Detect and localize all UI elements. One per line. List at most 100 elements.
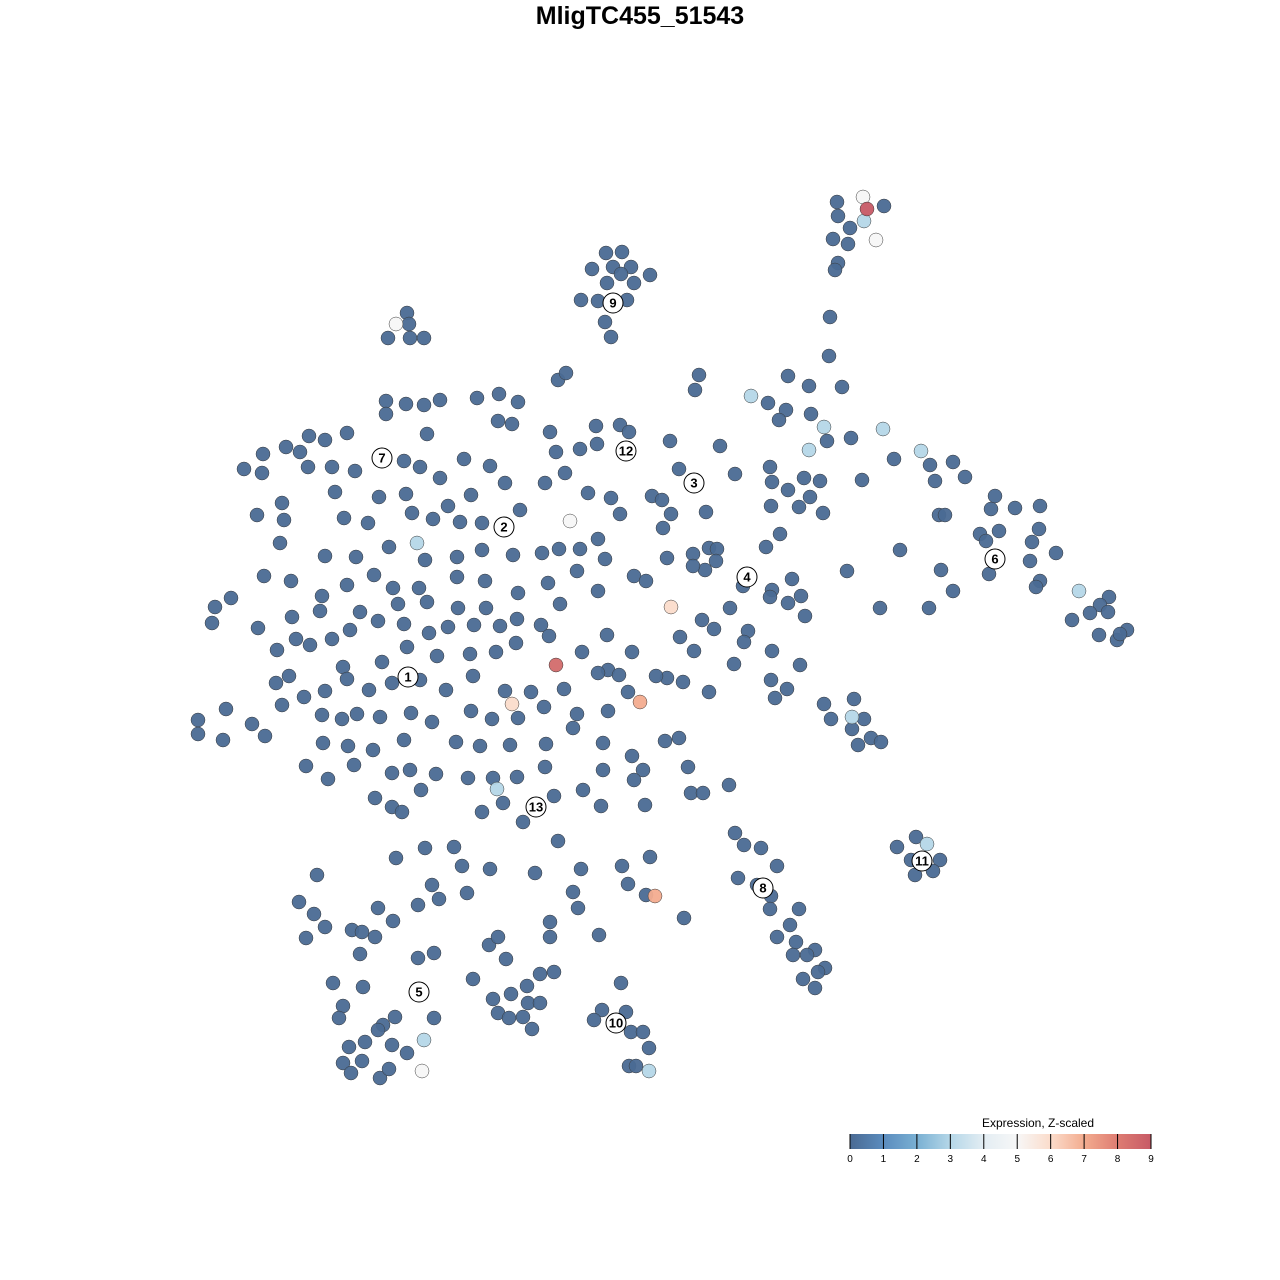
data-point: [402, 330, 418, 346]
data-point: [843, 430, 859, 446]
data-point: [542, 424, 558, 440]
data-point: [1022, 553, 1038, 569]
data-point: [283, 573, 299, 589]
cluster-label: 11: [911, 850, 933, 872]
data-point: [698, 504, 714, 520]
data-point: [873, 734, 889, 750]
data-point: [352, 604, 368, 620]
data-point: [565, 720, 581, 736]
data-point: [542, 929, 558, 945]
data-point: [510, 710, 526, 726]
data-point: [641, 1063, 657, 1079]
data-point: [419, 426, 435, 442]
data-point: [983, 501, 999, 517]
cluster-label-text: 5: [415, 985, 422, 1000]
data-point: [309, 867, 325, 883]
data-point: [937, 507, 953, 523]
data-point: [597, 314, 613, 330]
data-point: [1100, 604, 1116, 620]
data-point: [409, 535, 425, 551]
data-point: [426, 1010, 442, 1026]
data-point: [791, 901, 807, 917]
data-point: [497, 475, 513, 491]
data-point: [256, 568, 272, 584]
data-point: [687, 382, 703, 398]
data-point: [680, 759, 696, 775]
data-point: [829, 194, 845, 210]
data-point: [403, 705, 419, 721]
data-point: [357, 1034, 373, 1050]
data-point: [204, 615, 220, 631]
data-point: [764, 643, 780, 659]
legend-tick-label: 5: [1014, 1154, 1020, 1165]
data-point: [856, 213, 872, 229]
data-point: [424, 877, 440, 893]
data-point: [546, 964, 562, 980]
data-point: [438, 682, 454, 698]
data-point: [589, 436, 605, 452]
data-point: [519, 978, 535, 994]
data-point: [474, 542, 490, 558]
data-point: [527, 865, 543, 881]
legend-tick-label: 2: [914, 1154, 920, 1165]
data-point: [429, 648, 445, 664]
data-point: [372, 709, 388, 725]
data-point: [844, 709, 860, 725]
data-point: [492, 618, 508, 634]
data-point: [621, 424, 637, 440]
data-point: [778, 402, 794, 418]
cluster-label: 12: [615, 440, 637, 462]
data-point: [454, 858, 470, 874]
data-point: [268, 675, 284, 691]
data-point: [654, 492, 670, 508]
data-point: [412, 459, 428, 475]
cluster-label-badge: [984, 548, 1006, 570]
data-point: [419, 594, 435, 610]
data-point: [532, 966, 548, 982]
data-point: [991, 523, 1007, 539]
data-point: [784, 571, 800, 587]
data-point: [978, 533, 994, 549]
data-point: [336, 510, 352, 526]
cluster-label: 3: [683, 472, 705, 494]
data-point: [919, 836, 935, 852]
data-point: [810, 964, 826, 980]
cluster-label-text: 2: [500, 520, 507, 535]
data-point: [312, 603, 328, 619]
data-point: [281, 668, 297, 684]
data-point: [482, 458, 498, 474]
data-point: [1091, 627, 1107, 643]
data-point: [385, 913, 401, 929]
cluster-label-text: 10: [609, 1016, 623, 1031]
data-point: [822, 309, 838, 325]
data-point: [788, 934, 804, 950]
data-point: [708, 553, 724, 569]
cluster-label-text: 7: [378, 451, 385, 466]
data-point: [301, 428, 317, 444]
data-point: [556, 681, 572, 697]
data-point: [428, 766, 444, 782]
data-point: [908, 829, 924, 845]
data-point: [648, 668, 664, 684]
data-point: [945, 583, 961, 599]
data-point: [346, 757, 362, 773]
data-point: [642, 267, 658, 283]
data-point: [762, 901, 778, 917]
data-point: [875, 421, 891, 437]
data-point: [512, 502, 528, 518]
data-point: [432, 470, 448, 486]
data-point: [675, 674, 691, 690]
data-point: [431, 891, 447, 907]
data-point: [780, 482, 796, 498]
cluster-label-badge: [605, 1012, 627, 1034]
data-point: [432, 392, 448, 408]
data-point: [580, 485, 596, 501]
data-point: [557, 465, 573, 481]
data-point: [536, 699, 552, 715]
data-point: [558, 365, 574, 381]
data-point: [416, 397, 432, 413]
legend-tick-label: 7: [1081, 1154, 1087, 1165]
data-point: [317, 432, 333, 448]
data-point: [796, 470, 812, 486]
data-point: [489, 781, 505, 797]
